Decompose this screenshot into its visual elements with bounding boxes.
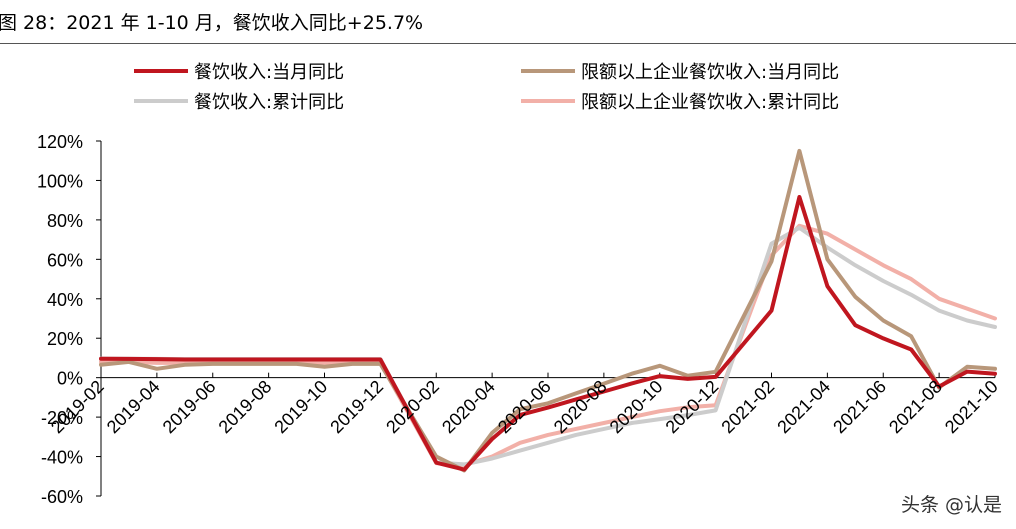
x-tick-label-10: 2020-10 — [606, 376, 667, 437]
x-tick-label-16: 2021-10 — [941, 376, 1002, 437]
series-lines — [99, 148, 997, 473]
y-tick-label-0: 120% — [37, 132, 83, 152]
y-tick-label-6: 0% — [57, 369, 83, 389]
y-tick-label-8: -40% — [41, 448, 83, 468]
series-line-2 — [99, 148, 997, 473]
x-tick-label-2: 2019-06 — [159, 376, 220, 437]
y-tick-label-1: 100% — [37, 171, 83, 191]
x-tick-label-4: 2019-10 — [270, 376, 331, 437]
x-tick-label-15: 2021-08 — [885, 376, 946, 437]
legend-label-3: 限额以上企业餐饮收入:累计同比 — [581, 92, 839, 113]
y-tick-label-9: -60% — [41, 487, 83, 507]
y-tick-label-2: 80% — [47, 211, 83, 231]
x-tick-label-14: 2021-06 — [829, 376, 890, 437]
x-tick-label-5: 2019-12 — [326, 376, 387, 437]
axes — [96, 140, 996, 497]
x-tick-label-13: 2021-04 — [773, 376, 834, 437]
y-tick-label-7: -20% — [41, 408, 83, 428]
legend-label-2: 餐饮收入:累计同比 — [194, 92, 344, 113]
y-tick-label-3: 60% — [47, 250, 83, 270]
x-tick-label-7: 2020-04 — [438, 376, 499, 437]
legend-label-1: 限额以上企业餐饮收入:当月同比 — [581, 62, 839, 83]
x-tick-label-12: 2021-02 — [717, 376, 778, 437]
y-tick-label-4: 40% — [47, 290, 83, 310]
legend-label-0: 餐饮收入:当月同比 — [194, 62, 344, 83]
title-divider — [0, 43, 1016, 44]
x-tick-label-3: 2019-08 — [215, 376, 276, 437]
watermark: 头条 @认是 — [900, 494, 1002, 516]
y-tick-label-5: 20% — [47, 329, 83, 349]
figure-title: 图 28：2021 年 1-10 月，餐饮收入同比+25.7% — [0, 12, 424, 34]
x-tick-label-1: 2019-04 — [103, 376, 164, 437]
series-line-3 — [99, 195, 997, 472]
